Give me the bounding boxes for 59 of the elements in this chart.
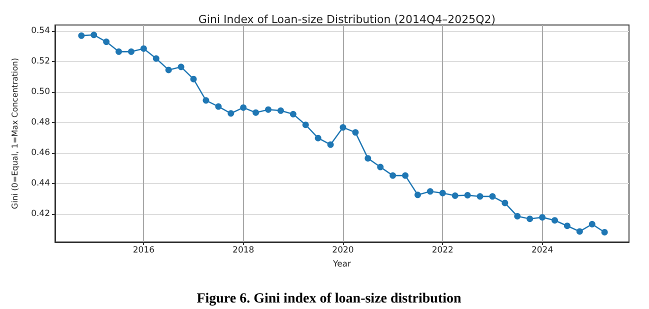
point — [489, 193, 496, 200]
y-tick-label: 0.42 — [31, 208, 50, 219]
point — [377, 164, 384, 170]
point — [178, 64, 184, 70]
y-tick-label: 0.54 — [31, 26, 50, 36]
point — [265, 106, 272, 113]
point — [426, 188, 434, 195]
y-tick-label: 0.50 — [31, 87, 50, 98]
point — [352, 129, 359, 136]
point — [302, 122, 309, 128]
caption: Figure 6. Gini index of loan-size distribution — [196, 292, 462, 306]
x-axis-title: Year — [332, 259, 352, 270]
y-tick-label: 0.44 — [31, 178, 50, 188]
y-tick-label: 0.48 — [31, 118, 50, 128]
point — [414, 192, 421, 198]
y-tick-label: 0.46 — [31, 148, 50, 158]
point — [165, 66, 172, 74]
point — [588, 220, 596, 228]
point — [564, 222, 570, 230]
point — [340, 124, 346, 131]
point — [576, 228, 583, 235]
y-axis-title: Gini (0=Equal, 1=Max Concentration) — [10, 58, 20, 210]
x-tick-label: 2020 — [332, 246, 354, 256]
point — [116, 48, 122, 55]
point — [152, 55, 160, 62]
y-tick-label: 0.52 — [31, 56, 50, 67]
point — [252, 109, 260, 116]
x-tick-label: 2016 — [132, 246, 155, 256]
point — [514, 213, 521, 220]
point — [539, 214, 546, 221]
point — [128, 48, 134, 55]
point — [439, 190, 446, 196]
chart-title: Gini Index of Loan-size Distribution (2014Q4–2025Q2) — [198, 13, 496, 26]
point — [190, 76, 197, 82]
point — [314, 134, 322, 142]
point — [103, 38, 110, 46]
point — [78, 32, 85, 39]
point — [202, 97, 210, 104]
point — [502, 200, 508, 206]
point — [290, 110, 296, 118]
point — [90, 32, 98, 38]
point — [452, 192, 458, 199]
point — [402, 172, 409, 179]
point — [364, 155, 372, 162]
point — [526, 216, 534, 222]
point — [476, 193, 484, 200]
x-tick-label: 2024 — [531, 246, 554, 256]
point — [327, 141, 334, 148]
x-tick-label: 2022 — [432, 246, 454, 256]
x-tick-label: 2018 — [232, 246, 254, 256]
point — [464, 192, 471, 198]
point — [240, 104, 247, 111]
point — [390, 172, 396, 179]
point — [228, 110, 234, 117]
point — [215, 103, 222, 110]
point — [277, 107, 284, 114]
point — [140, 45, 147, 52]
point — [601, 229, 608, 236]
point — [552, 217, 558, 224]
